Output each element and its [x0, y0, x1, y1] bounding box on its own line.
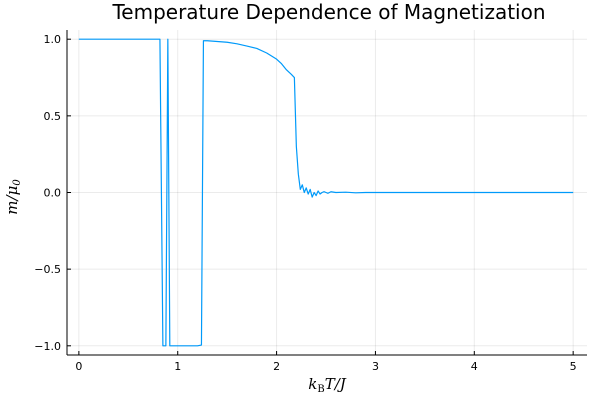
y-tick-label: −1.0 [34, 340, 61, 353]
y-axis-label-m: m/μ [3, 186, 21, 215]
x-tick-label: 1 [174, 360, 181, 373]
y-tick-label: 1.0 [44, 33, 62, 46]
x-tick-label: 3 [372, 360, 379, 373]
x-axis-label: kBT/J [308, 375, 347, 395]
x-axis-label-rest: T/J [325, 375, 347, 393]
x-tick-label: 5 [570, 360, 577, 373]
ticks: 0 1 2 3 4 5 −1.0 −0.5 0.0 0.5 1.0 [34, 33, 576, 373]
y-tick-label: −0.5 [34, 263, 61, 276]
x-tick-label: 4 [471, 360, 478, 373]
y-tick-label: 0.5 [44, 110, 62, 123]
y-axis-label-sub: 0 [12, 179, 23, 186]
y-axis-label-group: m/μ0 [3, 179, 23, 215]
magnetization-series-line [78, 38, 574, 347]
x-axis-label-sub: B [317, 384, 324, 395]
x-axis-label-k: k [308, 375, 317, 393]
y-tick-label: 0.0 [44, 187, 62, 200]
chart-title: Temperature Dependence of Magnetization [111, 0, 545, 24]
x-tick-label: 0 [75, 360, 82, 373]
y-axis-label: m/μ0 [3, 179, 23, 215]
x-tick-label: 2 [273, 360, 280, 373]
plot-area [78, 38, 574, 347]
